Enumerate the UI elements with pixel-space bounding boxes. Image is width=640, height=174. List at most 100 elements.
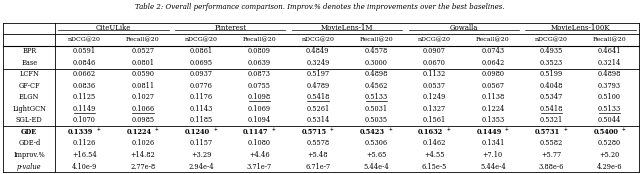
Text: 5.44e-4: 5.44e-4 — [480, 163, 506, 171]
Text: LightGCN: LightGCN — [12, 105, 46, 113]
Text: 0.1149: 0.1149 — [73, 105, 96, 113]
Text: 0.1026: 0.1026 — [131, 140, 154, 148]
Text: 0.1143: 0.1143 — [189, 105, 213, 113]
Text: 2.77e-8: 2.77e-8 — [131, 163, 156, 171]
Text: +: + — [563, 127, 567, 132]
Text: 0.4898: 0.4898 — [598, 70, 621, 78]
Text: Gowalla: Gowalla — [449, 24, 478, 32]
Text: 0.0836: 0.0836 — [73, 82, 96, 90]
Text: 0.5321: 0.5321 — [540, 116, 563, 124]
Text: +: + — [155, 127, 159, 132]
Text: Recall@20: Recall@20 — [476, 37, 509, 42]
Text: 0.0662: 0.0662 — [73, 70, 96, 78]
Text: 0.1125: 0.1125 — [73, 93, 96, 101]
Text: 0.1249: 0.1249 — [423, 93, 446, 101]
Text: Recall@20: Recall@20 — [243, 37, 276, 42]
Text: nDCG@20: nDCG@20 — [418, 37, 451, 42]
Text: CiteULike: CiteULike — [96, 24, 131, 32]
Text: 0.0567: 0.0567 — [481, 82, 504, 90]
Text: 0.1132: 0.1132 — [423, 70, 446, 78]
Text: 0.1069: 0.1069 — [248, 105, 271, 113]
Text: ELGN: ELGN — [19, 93, 40, 101]
Text: 0.5423: 0.5423 — [360, 128, 385, 136]
Text: 0.0801: 0.0801 — [131, 59, 154, 67]
Text: 0.0980: 0.0980 — [481, 70, 504, 78]
Text: 0.0846: 0.0846 — [73, 59, 96, 67]
Text: +4.55: +4.55 — [424, 151, 445, 159]
Text: +5.48: +5.48 — [308, 151, 328, 159]
Text: 0.1449: 0.1449 — [476, 128, 502, 136]
Text: 0.0639: 0.0639 — [248, 59, 271, 67]
Text: +14.82: +14.82 — [131, 151, 155, 159]
Text: 0.1240: 0.1240 — [185, 128, 210, 136]
Text: SGL-ED: SGL-ED — [16, 116, 43, 124]
Text: +: + — [271, 127, 275, 132]
Text: 3.88e-6: 3.88e-6 — [538, 163, 564, 171]
Text: 0.5314: 0.5314 — [306, 116, 330, 124]
Text: Ease: Ease — [21, 59, 37, 67]
Text: 0.5035: 0.5035 — [365, 116, 388, 124]
Text: 6.15e-5: 6.15e-5 — [422, 163, 447, 171]
Text: 0.1147: 0.1147 — [243, 128, 268, 136]
Text: 3.71e-7: 3.71e-7 — [247, 163, 272, 171]
Text: +16.54: +16.54 — [72, 151, 97, 159]
Text: +7.10: +7.10 — [483, 151, 503, 159]
Text: 0.1080: 0.1080 — [248, 140, 271, 148]
Text: 0.5261: 0.5261 — [306, 105, 330, 113]
Text: 0.5306: 0.5306 — [365, 140, 388, 148]
Text: p-value: p-value — [17, 163, 42, 171]
Text: 2.94e-4: 2.94e-4 — [188, 163, 214, 171]
Text: 0.1185: 0.1185 — [189, 116, 212, 124]
Text: 0.4898: 0.4898 — [365, 70, 388, 78]
Text: +: + — [621, 127, 625, 132]
Text: 6.71e-7: 6.71e-7 — [305, 163, 330, 171]
Text: GDE-d: GDE-d — [18, 140, 40, 148]
Text: 5.44e-4: 5.44e-4 — [364, 163, 389, 171]
Text: 0.5133: 0.5133 — [598, 105, 621, 113]
Text: 0.4562: 0.4562 — [365, 82, 388, 90]
Text: 0.3249: 0.3249 — [306, 59, 330, 67]
Text: +3.29: +3.29 — [191, 151, 211, 159]
Text: 0.5044: 0.5044 — [598, 116, 621, 124]
Text: Pinterest: Pinterest — [214, 24, 246, 32]
Text: 0.5400: 0.5400 — [593, 128, 618, 136]
Text: 0.1353: 0.1353 — [481, 116, 504, 124]
Text: 0.3523: 0.3523 — [540, 59, 563, 67]
Text: 0.0591: 0.0591 — [73, 47, 96, 55]
Text: 0.5418: 0.5418 — [306, 93, 330, 101]
Text: Recall@20: Recall@20 — [126, 37, 160, 42]
Text: MovieLens-1M: MovieLens-1M — [321, 24, 373, 32]
Text: 0.1462: 0.1462 — [423, 140, 446, 148]
Text: BPR: BPR — [22, 47, 36, 55]
Text: 0.5578: 0.5578 — [307, 140, 330, 148]
Text: 0.1098: 0.1098 — [248, 93, 271, 101]
Text: 0.4935: 0.4935 — [540, 47, 563, 55]
Text: LCFN: LCFN — [19, 70, 39, 78]
Text: +: + — [97, 127, 100, 132]
Text: 0.0776: 0.0776 — [189, 82, 212, 90]
Text: +5.77: +5.77 — [541, 151, 561, 159]
Text: +5.20: +5.20 — [600, 151, 620, 159]
Text: 0.5100: 0.5100 — [598, 93, 621, 101]
Text: Table 2: Overall performance comparison. Improv.% denotes the improvements over : Table 2: Overall performance comparison.… — [135, 3, 505, 11]
Text: +: + — [213, 127, 217, 132]
Text: GDE: GDE — [21, 128, 37, 136]
Text: 0.1632: 0.1632 — [418, 128, 444, 136]
Text: +5.65: +5.65 — [366, 151, 387, 159]
Text: MovieLens-100K: MovieLens-100K — [550, 24, 610, 32]
Text: 0.1341: 0.1341 — [481, 140, 504, 148]
Text: 0.1339: 0.1339 — [68, 128, 93, 136]
Text: 0.0642: 0.0642 — [481, 59, 504, 67]
Text: 0.3000: 0.3000 — [365, 59, 388, 67]
Text: 0.1066: 0.1066 — [131, 105, 154, 113]
Text: 0.0755: 0.0755 — [248, 82, 271, 90]
Text: 0.1224: 0.1224 — [481, 105, 504, 113]
Text: 0.5418: 0.5418 — [540, 105, 563, 113]
Text: 0.0907: 0.0907 — [423, 47, 446, 55]
Text: 0.5715: 0.5715 — [301, 128, 326, 136]
Text: 0.3793: 0.3793 — [598, 82, 621, 90]
Text: nDCG@20: nDCG@20 — [534, 37, 568, 42]
Text: 0.0811: 0.0811 — [131, 82, 154, 90]
Text: 0.5347: 0.5347 — [540, 93, 563, 101]
Text: +: + — [447, 127, 451, 132]
